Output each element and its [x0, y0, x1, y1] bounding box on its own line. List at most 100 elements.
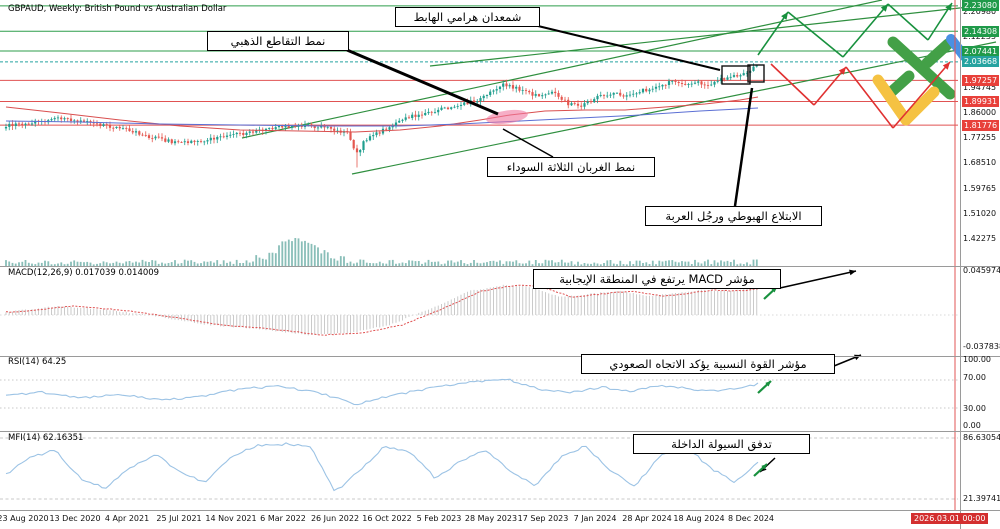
candle-body	[755, 65, 758, 67]
volume-bar	[365, 262, 368, 266]
candle-body	[524, 90, 528, 91]
volume-bar	[703, 261, 706, 266]
volume-bar	[76, 261, 79, 266]
arrowhead	[838, 67, 846, 75]
candle-body	[739, 75, 742, 77]
pattern-rectangle	[721, 65, 751, 85]
projection-segment	[845, 66, 894, 129]
candle-body	[713, 81, 716, 85]
candle-body	[225, 135, 229, 137]
volume-bar	[226, 262, 228, 266]
price-axis-badge: 1.81776	[962, 119, 1000, 131]
volume-bar	[265, 259, 267, 266]
volume-bar	[755, 259, 758, 266]
callout-macd-note: مؤشر MACD يرتفع في المنطقة الإيجابية	[533, 269, 781, 289]
candle-body	[53, 118, 56, 120]
time-axis-label: 26 Jun 2022	[310, 514, 360, 523]
volume-bar	[512, 261, 514, 266]
projection-segment	[887, 3, 929, 41]
volume-bar	[554, 262, 557, 266]
volume-bar	[629, 261, 631, 266]
candle-body	[658, 86, 661, 88]
volume-bar	[297, 238, 300, 266]
volume-bar	[437, 261, 440, 266]
volume-bar	[710, 264, 713, 266]
volume-bar	[677, 262, 680, 266]
volume-bar	[456, 261, 459, 266]
arrowhead	[761, 464, 767, 470]
mfi-pane-label: MFI(14) 62.16351	[8, 433, 84, 443]
volume-bar	[482, 262, 485, 266]
volume-bar	[313, 245, 316, 266]
logo-green-stroke	[921, 38, 954, 69]
candle-body	[131, 131, 134, 133]
volume-bar	[245, 260, 248, 266]
candle-body	[76, 120, 79, 122]
volume-bar	[261, 258, 264, 266]
candle-body	[138, 131, 141, 135]
volume-bar	[619, 260, 622, 266]
candle-body	[196, 141, 199, 142]
price-axis-tick: 1.77255	[963, 133, 997, 143]
candle-body	[693, 82, 697, 84]
candle-body	[687, 84, 690, 85]
candle-body	[34, 120, 37, 124]
volume-bar	[170, 262, 173, 266]
candle-body	[732, 75, 736, 77]
volume-bar	[352, 263, 355, 266]
volume-bar	[648, 264, 651, 266]
candle-body	[573, 103, 576, 104]
volume-bar	[499, 260, 501, 266]
volume-bar	[362, 259, 365, 266]
volume-bar	[733, 259, 735, 266]
candle-body	[394, 122, 398, 127]
volume-bar	[268, 252, 271, 266]
indicator-axis-tick: 86.63054	[963, 433, 1000, 442]
candle-body	[362, 141, 365, 150]
candle-body	[287, 125, 290, 128]
candle-body	[154, 136, 157, 139]
candle-body	[521, 90, 524, 91]
indicator-axis-tick: 70.00	[963, 373, 986, 382]
volume-bar	[99, 263, 102, 266]
candle-body	[388, 127, 391, 130]
rsi-pane-label: RSI(14) 64.25	[8, 357, 67, 367]
candle-body	[170, 139, 173, 144]
volume-bar	[304, 240, 306, 266]
projection-segment	[787, 11, 844, 58]
volume-bar	[40, 262, 43, 266]
time-axis-label: 16 Oct 2022	[362, 514, 412, 523]
volume-bar	[164, 263, 167, 266]
candle-body	[8, 123, 11, 127]
volume-bar	[187, 260, 189, 266]
volume-bar	[599, 264, 602, 266]
candle-body	[66, 118, 69, 119]
arrowhead	[942, 62, 950, 70]
candle-body	[641, 88, 645, 93]
volume-bar	[349, 261, 352, 266]
candle-body	[700, 81, 703, 85]
candle-body	[375, 132, 378, 136]
candle-body	[557, 93, 560, 97]
volume-bar	[86, 261, 89, 266]
candle-body	[537, 94, 541, 97]
candle-body	[238, 132, 242, 134]
volume-bar	[167, 263, 170, 266]
volume-bar	[577, 261, 579, 266]
volume-bar	[547, 260, 550, 266]
volume-bar	[440, 264, 443, 266]
volume-bar	[89, 262, 92, 266]
volume-bar	[183, 259, 186, 266]
volume-bar	[752, 259, 755, 266]
volume-bar	[388, 260, 391, 266]
candle-body	[511, 85, 515, 89]
indicator-axis-tick: 0.045974	[963, 266, 1000, 275]
volume-bar	[502, 263, 505, 266]
candle-body	[199, 141, 203, 142]
volume-bar	[723, 261, 726, 266]
volume-bar	[694, 259, 696, 266]
volume-bar	[372, 263, 375, 266]
candle-body	[433, 112, 437, 113]
volume-bar	[216, 260, 219, 266]
